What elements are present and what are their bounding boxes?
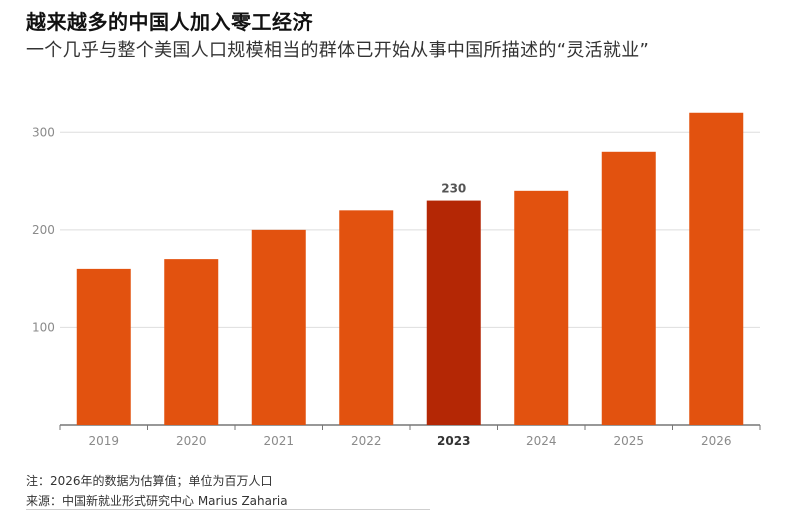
footer-divider: [26, 509, 430, 510]
footer-note: 注：2026年的数据为估算值；单位为百万人口: [26, 474, 273, 488]
y-tick-label: 300: [32, 125, 55, 139]
y-tick-label: 200: [32, 223, 55, 237]
labels: 100 200 300 2019 2020 2021 2022 2023 230 2024 2025…: [32, 125, 732, 448]
footer-source: 来源：中国新就业形式研究中心 Marius Zaharia: [26, 494, 288, 508]
bar-2024: [514, 190, 569, 425]
bar-2020: [164, 259, 219, 425]
chart-subtitle: 一个几乎与整个美国人口规模相当的群体已开始从事中国所描述的“灵活就业”: [26, 40, 650, 61]
x-tick-label-2019: 2019: [88, 434, 119, 448]
chart-title: 越来越多的中国人加入零工经济: [26, 10, 313, 34]
x-tick-label-2023: 2023: [437, 434, 470, 448]
bar-2021: [251, 229, 306, 425]
x-tick-label-2022: 2022: [351, 434, 382, 448]
bar-2026: [689, 112, 744, 426]
data-label-2023: 230: [441, 182, 466, 196]
bar-2019: [76, 268, 131, 425]
x-tick-label-2020: 2020: [176, 434, 207, 448]
bar-2023: [426, 200, 481, 425]
bar-2025: [601, 151, 656, 425]
bars: [76, 112, 744, 426]
x-tick-label-2024: 2024: [526, 434, 557, 448]
bar-2022: [339, 210, 394, 425]
x-tick-label-2025: 2025: [613, 434, 644, 448]
x-tick-label-2021: 2021: [263, 434, 294, 448]
x-tick-label-2026: 2026: [701, 434, 732, 448]
y-tick-label: 100: [32, 320, 55, 334]
bar-chart: 100 200 300 2019 2020 2021 2022 2023 230 2024 2025…: [32, 112, 761, 448]
